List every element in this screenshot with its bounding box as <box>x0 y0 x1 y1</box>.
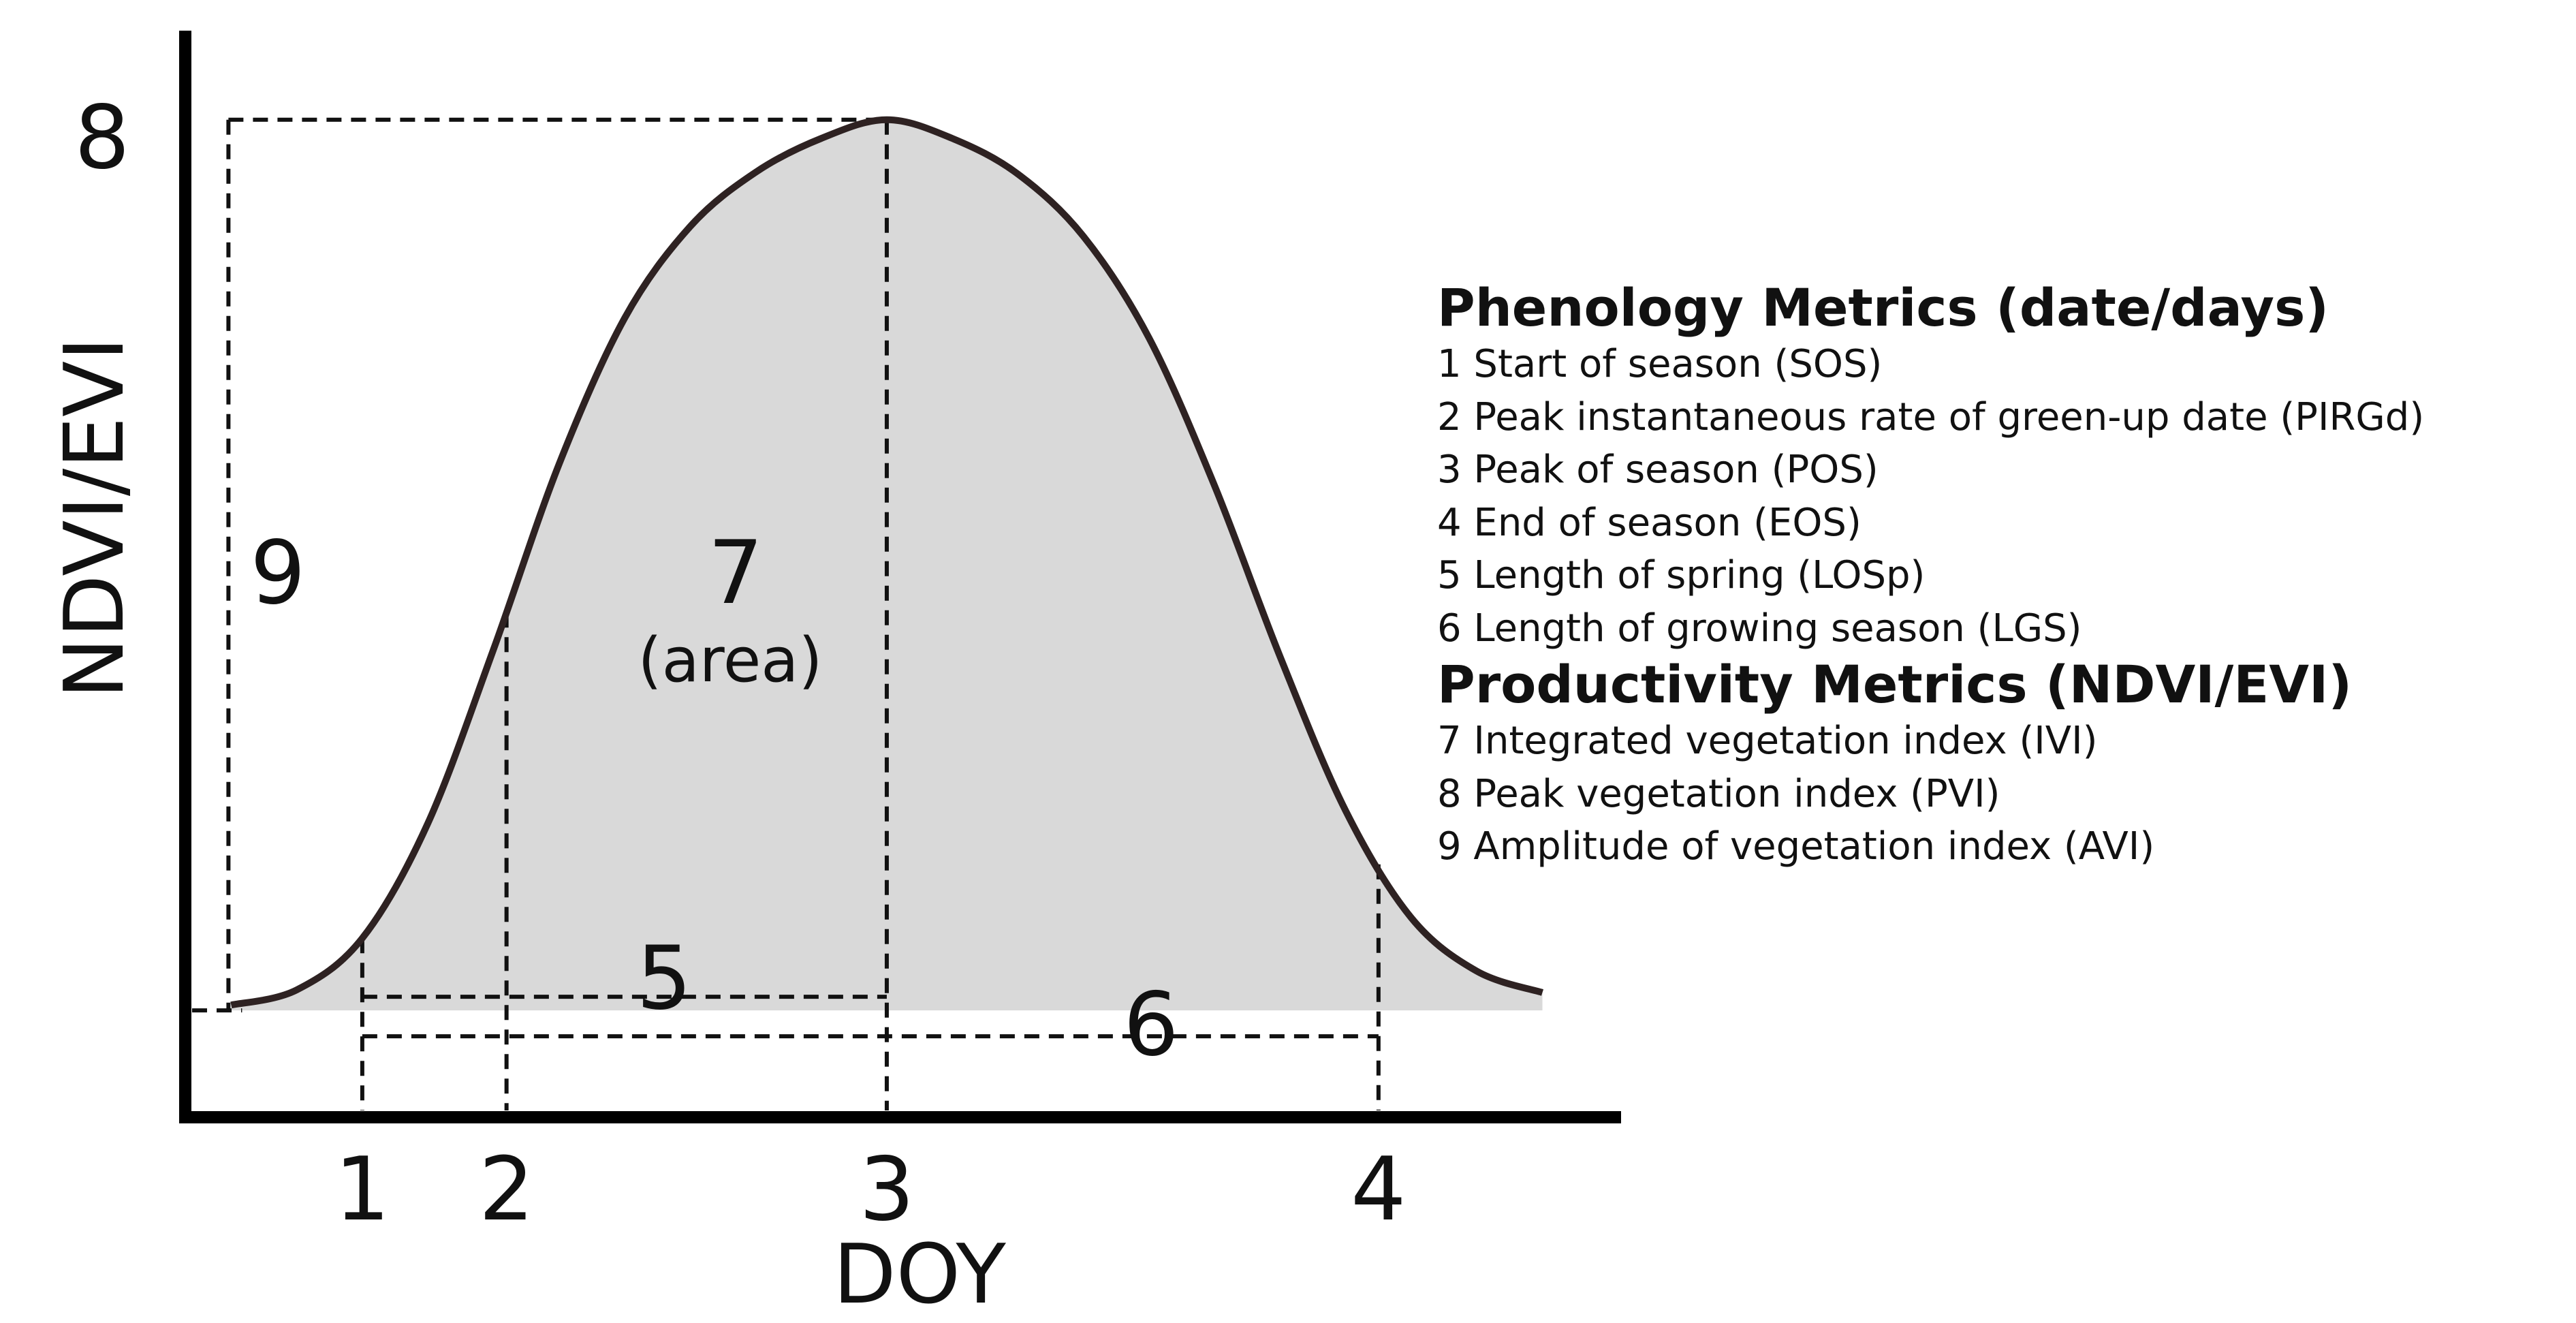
legend-item: 6 Length of growing season (LGS) <box>1437 606 2082 651</box>
x-tick-label-4: 4 <box>1351 1139 1406 1241</box>
span-6-label: 6 <box>1123 974 1178 1076</box>
phenology-list: 1 Start of season (SOS) 2 Peak instantan… <box>1437 338 2554 655</box>
x-axis-label: DOY <box>833 1228 1006 1322</box>
legend-item: 7 Integrated vegetation index (IVI) <box>1437 719 2098 763</box>
area-label: 7 <box>708 523 763 624</box>
legend-item: 2 Peak instantaneous rate of green-up da… <box>1437 394 2425 439</box>
area-sublabel: (area) <box>638 625 823 696</box>
legend-item: 3 Peak of season (POS) <box>1437 448 1879 492</box>
x-tick-label-3: 3 <box>859 1139 914 1241</box>
legend-item: 4 End of season (EOS) <box>1437 500 1862 545</box>
legend-item: 1 Start of season (SOS) <box>1437 342 1883 386</box>
y-axis-label: NDVI/EVI <box>48 337 142 698</box>
peak-value-label: 8 <box>74 87 129 189</box>
legend-item: 9 Amplitude of vegetation index (AVI) <box>1437 824 2155 869</box>
productivity-heading: Productivity Metrics (NDVI/EVI) <box>1437 654 2353 715</box>
x-tick-label-1: 1 <box>334 1139 390 1241</box>
metrics-legend: Phenology Metrics (date/days) 1 Start of… <box>1437 278 2554 873</box>
legend-item: 8 Peak vegetation index (PVI) <box>1437 771 2000 816</box>
vegetation-index-curve <box>230 116 1544 1009</box>
legend-item: 5 Length of spring (LOSp) <box>1437 553 1926 597</box>
amplitude-label: 9 <box>250 523 305 624</box>
productivity-list: 7 Integrated vegetation index (IVI) 8 Pe… <box>1437 715 2554 873</box>
x-tick-label-2: 2 <box>479 1139 534 1241</box>
span-5-label: 5 <box>636 928 691 1029</box>
phenology-heading: Phenology Metrics (date/days) <box>1437 277 2329 338</box>
